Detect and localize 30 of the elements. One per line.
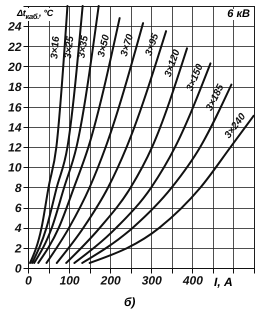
text: 3×150	[184, 62, 206, 93]
text: 3×70	[118, 32, 136, 58]
y-tick-label: 12	[8, 140, 22, 155]
text: 3×120	[162, 48, 183, 79]
y-tick-label: 22	[7, 40, 22, 54]
y-tick-label: 14	[8, 120, 22, 134]
x-tick-label: 300	[142, 274, 162, 288]
x-tick-label: 0	[25, 274, 32, 288]
text: 3×95	[144, 32, 162, 58]
y-tick-label: 10	[8, 160, 22, 175]
text: 3×16	[49, 36, 62, 60]
text: 3×50	[96, 33, 112, 58]
text: б)	[124, 295, 136, 309]
x-tick-label: 200	[100, 274, 122, 288]
y-tick-label: 0	[14, 262, 22, 276]
y-axis-title: Δt$_{каб.}$, °C	[16, 8, 54, 22]
x-tick-label: 100	[60, 274, 80, 288]
y-tick-label: 6	[14, 201, 22, 216]
x-tick-label: 400	[182, 274, 204, 288]
y-tick-label: 20	[7, 60, 22, 74]
y-tick-label: 4	[14, 221, 22, 236]
text: 3×185	[204, 82, 227, 113]
y-tick-label: 18	[8, 80, 22, 94]
y-tick-label: 8	[14, 180, 22, 195]
y-tick-label: 2	[14, 241, 22, 256]
y-tick-label: 16	[8, 100, 22, 114]
text: 3×25	[62, 35, 76, 60]
annotation: 6 кВ	[227, 8, 250, 20]
y-tick-label: 24	[7, 20, 22, 34]
x-axis-title: I, А	[214, 275, 233, 289]
